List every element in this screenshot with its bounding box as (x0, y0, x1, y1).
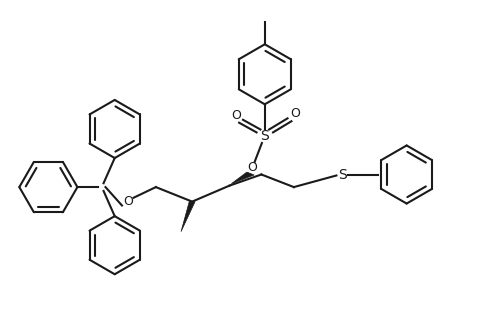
Text: S: S (338, 168, 347, 181)
Polygon shape (231, 172, 254, 184)
Text: O: O (123, 195, 133, 208)
Text: O: O (247, 161, 257, 174)
Text: O: O (290, 108, 300, 121)
Polygon shape (181, 202, 195, 232)
Text: O: O (231, 109, 241, 122)
Text: S: S (260, 129, 269, 143)
